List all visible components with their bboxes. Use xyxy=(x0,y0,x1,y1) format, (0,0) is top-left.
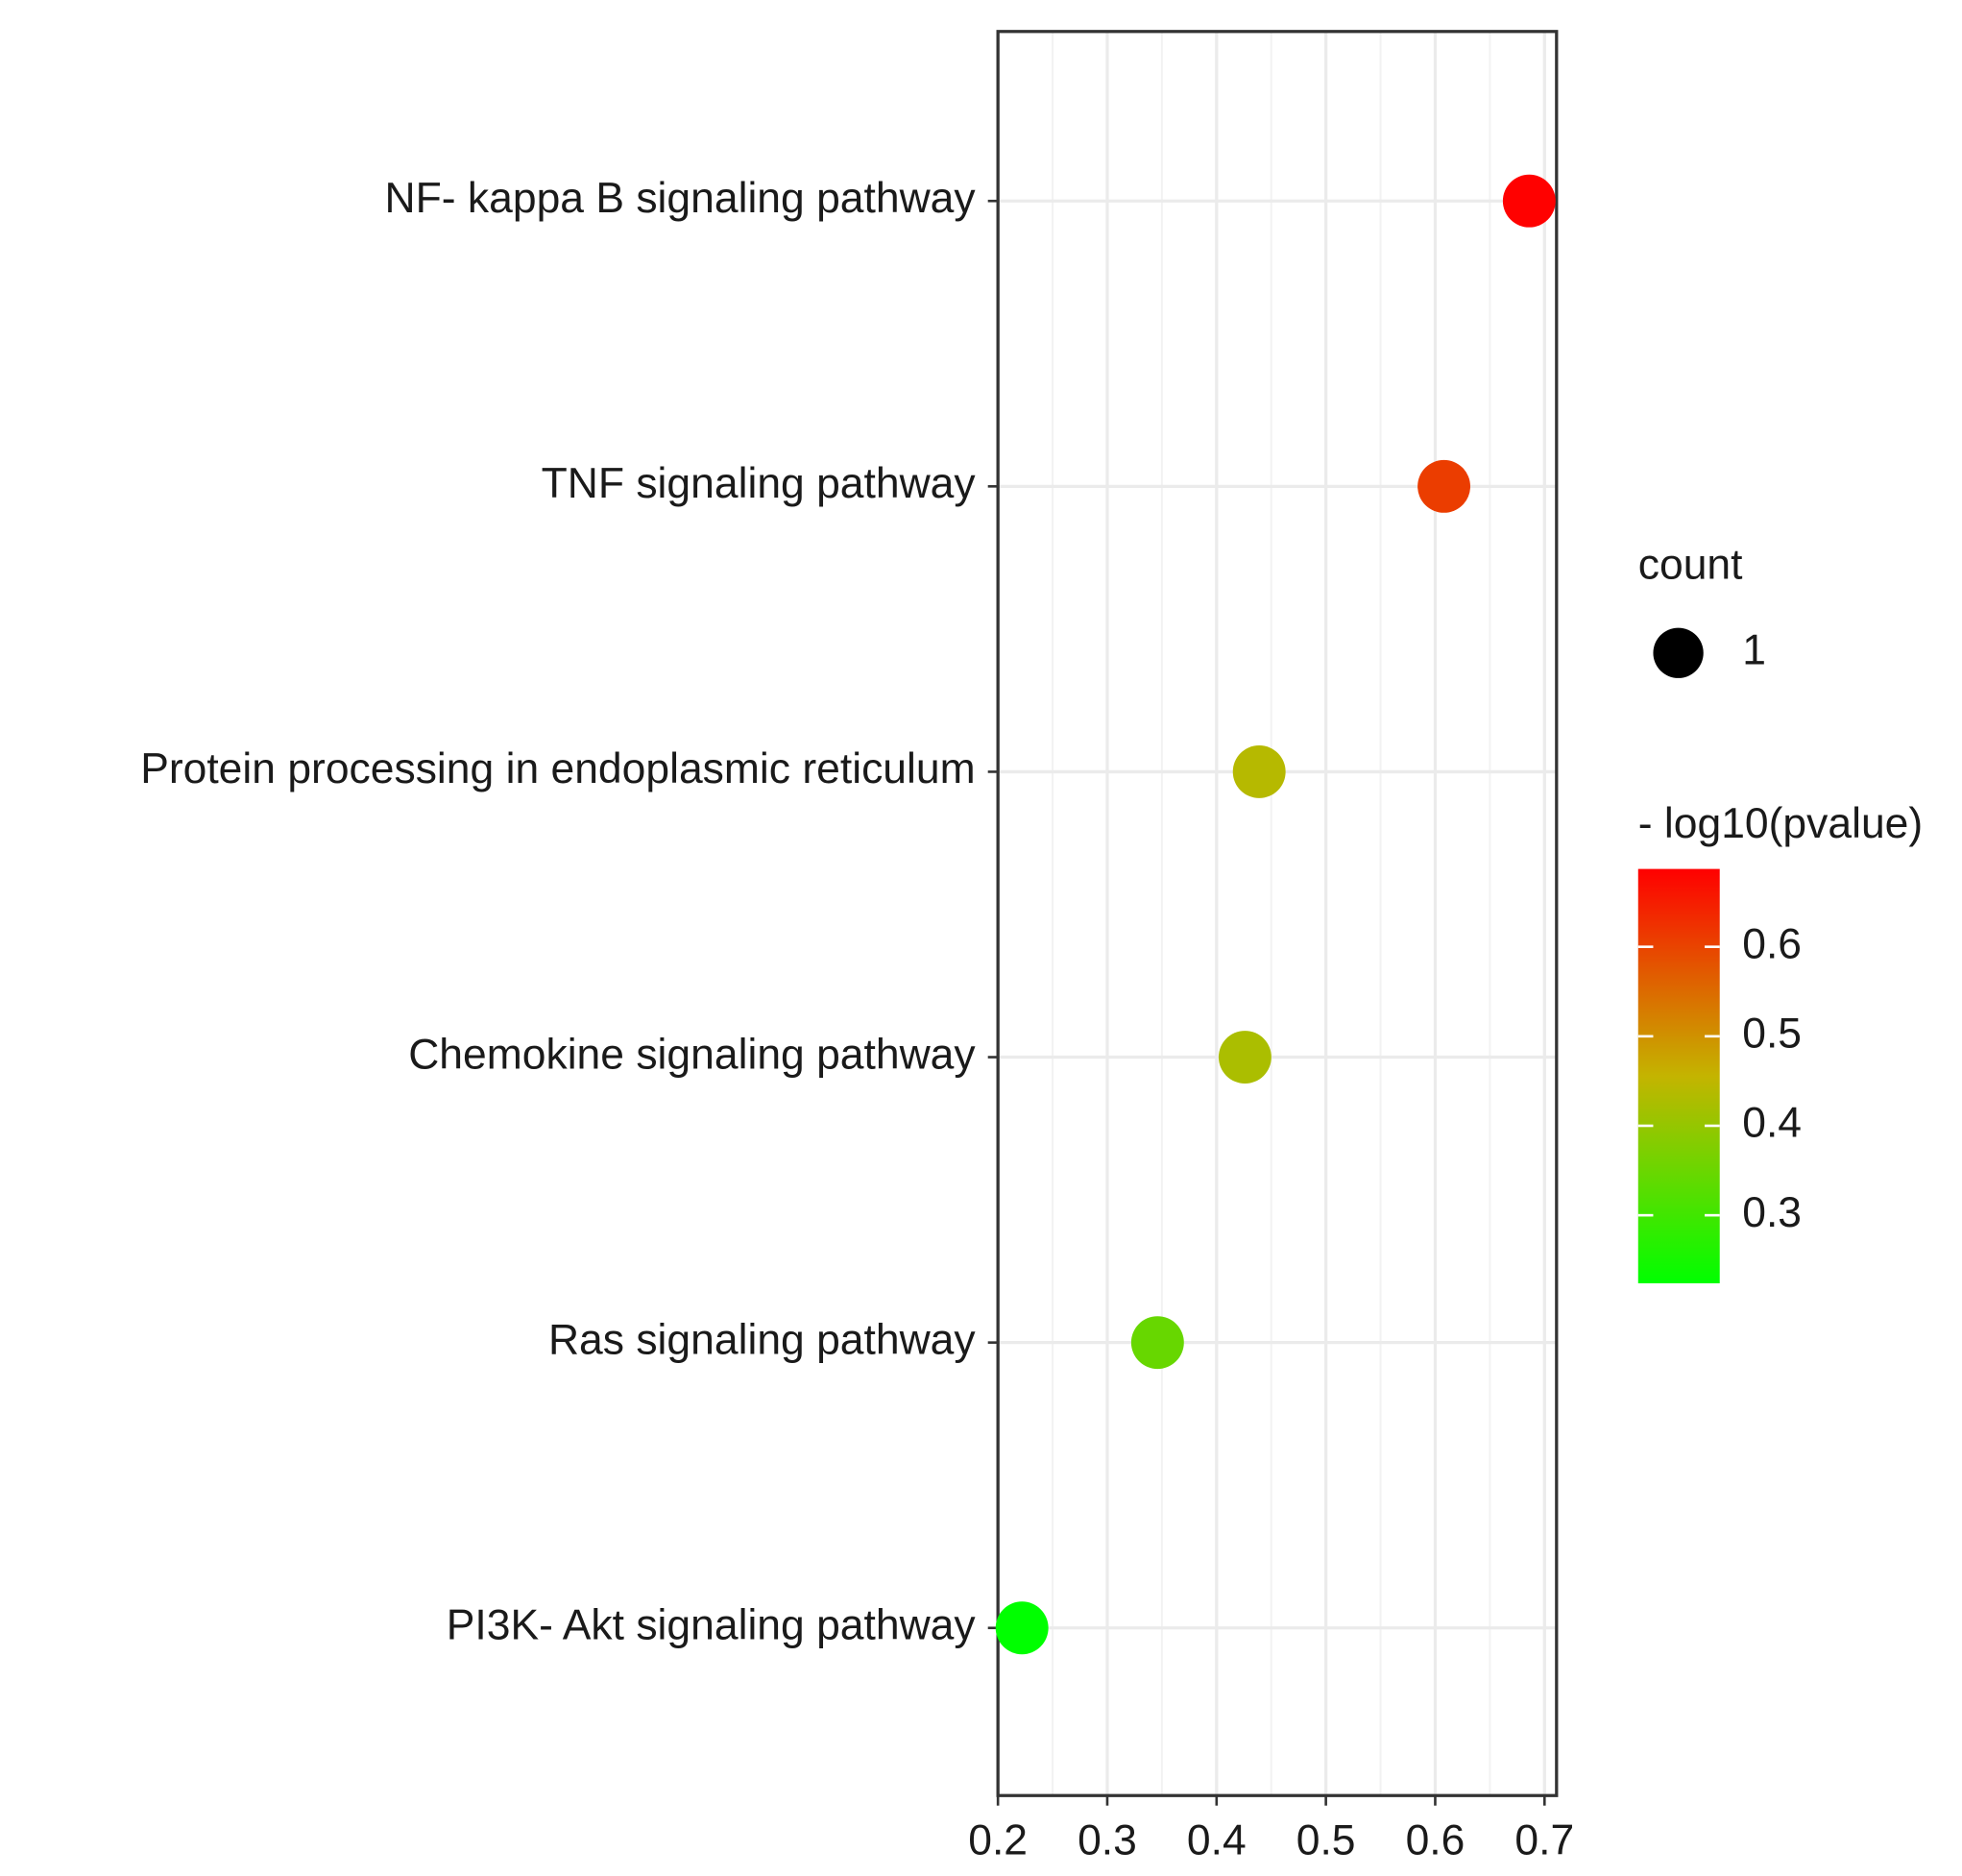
size-legend-title: count xyxy=(1638,542,1743,589)
dot xyxy=(995,1601,1049,1655)
y-tick-label: Protein processing in endoplasmic reticu… xyxy=(140,745,975,792)
size-legend-key xyxy=(1653,627,1704,678)
plot-border xyxy=(996,30,1559,1797)
colorbar-label: 0.5 xyxy=(1742,1011,1802,1058)
x-tick-label: 0.2 xyxy=(968,1817,1028,1864)
y-tick-label: PI3K- Akt signaling pathway xyxy=(447,1601,977,1648)
dot xyxy=(1130,1316,1184,1370)
dot xyxy=(1218,1031,1272,1084)
y-tick-label: NF- kappa B signaling pathway xyxy=(385,175,977,222)
y-tick-label: Chemokine signaling pathway xyxy=(408,1031,976,1078)
dot xyxy=(1232,744,1286,798)
x-tick-label: 0.5 xyxy=(1296,1817,1356,1864)
color-legend-title: - log10(pvalue) xyxy=(1638,800,1923,847)
x-tick-label: 0.4 xyxy=(1187,1817,1247,1864)
x-tick-label: 0.7 xyxy=(1514,1817,1574,1864)
y-tick-label: TNF signaling pathway xyxy=(542,460,977,507)
y-tick-label: Ras signaling pathway xyxy=(548,1316,976,1363)
x-tick-label: 0.3 xyxy=(1078,1817,1137,1864)
size-legend-label: 1 xyxy=(1742,627,1766,674)
colorbar-label: 0.4 xyxy=(1742,1100,1802,1147)
dot xyxy=(1502,174,1556,228)
colorbar-label: 0.6 xyxy=(1742,920,1802,967)
colorbar xyxy=(1637,868,1720,1283)
colorbar-label: 0.3 xyxy=(1742,1189,1802,1236)
x-tick-label: 0.6 xyxy=(1406,1817,1465,1864)
dot xyxy=(1417,459,1471,513)
